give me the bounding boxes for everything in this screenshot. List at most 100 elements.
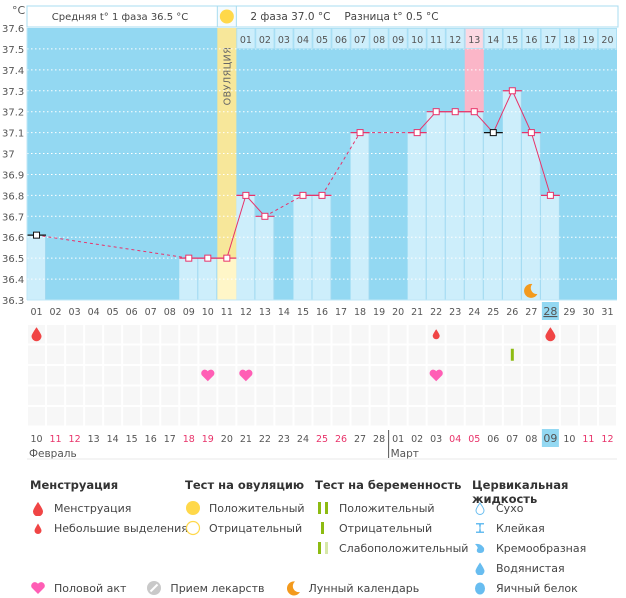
- phase2-day-label: 09: [392, 35, 404, 46]
- phase2-day-cell: [579, 28, 598, 49]
- date-label: 03: [430, 434, 442, 445]
- event-cell: [142, 345, 160, 364]
- date-label: 11: [582, 434, 594, 445]
- event-cell: [85, 345, 103, 364]
- event-cell: [313, 345, 331, 364]
- event-cell: [123, 407, 141, 426]
- y-tick-label: 37.1: [2, 129, 24, 140]
- legend-item: Положительный: [185, 498, 305, 518]
- event-cell: [389, 325, 407, 344]
- egg-white-icon: [472, 580, 488, 596]
- cycle-day-label: 16: [316, 307, 328, 318]
- legend-title: Тест на овуляцию: [185, 478, 305, 492]
- event-cell: [218, 386, 236, 405]
- phase2-day-label: 10: [411, 35, 423, 46]
- legend: Менструация Менструация Небольшие выделе…: [0, 478, 626, 598]
- temperature-point: [318, 191, 326, 199]
- date-label: 12: [601, 434, 613, 445]
- event-cell: [294, 386, 312, 405]
- event-cell: [313, 386, 331, 405]
- event-cell: [237, 345, 255, 364]
- event-cell: [161, 386, 179, 405]
- month-label: Март: [391, 448, 419, 460]
- temperature-line-segment: [511, 90, 532, 133]
- temperature-point: [204, 254, 212, 262]
- ovulation-sun-icon: [219, 9, 234, 24]
- temperature-difference: Разница t° 0.5 °C: [344, 11, 438, 23]
- event-cell: [484, 325, 502, 344]
- event-cell: [332, 345, 350, 364]
- event-cell: [503, 366, 521, 385]
- cycle-day-label: 12: [240, 307, 252, 318]
- cycle-day-label: 24: [468, 307, 480, 318]
- cycle-day-label: 15: [297, 307, 309, 318]
- unit-label: °C: [12, 4, 26, 17]
- phase1-average: Средняя t° 1 фаза 36.5 °C: [52, 12, 189, 23]
- event-cell: [142, 386, 160, 405]
- date-label: 23: [278, 434, 290, 445]
- event-cell: [85, 366, 103, 385]
- date-label: 16: [145, 434, 157, 445]
- event-cell: [123, 386, 141, 405]
- date-label: 19: [202, 434, 214, 445]
- event-cell: [275, 325, 293, 344]
- event-cell: [370, 386, 388, 405]
- y-tick-label: 36.7: [2, 212, 24, 223]
- event-cell: [161, 345, 179, 364]
- y-tick-label: 37.2: [2, 108, 24, 119]
- phase2-day-label: 03: [278, 35, 290, 46]
- legend-title: Менструация: [30, 478, 119, 492]
- temperature-bar: [445, 111, 465, 300]
- cycle-day-label: 08: [164, 307, 176, 318]
- legend-item: Клейкая: [472, 518, 626, 538]
- legend-menstruation: Менструация Менструация Небольшие выделе…: [30, 478, 188, 538]
- bbt-chart: °C Средняя t° 1 фаза 36.5 °C 2 фаза 37.0 °…: [2, 4, 619, 460]
- phase2-day-label: 11: [430, 35, 442, 46]
- event-cell: [541, 366, 559, 385]
- event-cell: [332, 325, 350, 344]
- summary-header: [26, 5, 619, 28]
- legend-item: Прием лекарств: [146, 578, 265, 598]
- heart-icon: [239, 369, 253, 382]
- event-cell: [465, 407, 483, 426]
- event-cell: [237, 386, 255, 405]
- event-cell: [465, 325, 483, 344]
- event-cell: [465, 345, 483, 364]
- event-cell: [332, 386, 350, 405]
- event-cell: [104, 407, 122, 426]
- ovulation-label: ОВУЛЯЦИЯ: [222, 47, 233, 106]
- heart-icon: [201, 369, 215, 382]
- event-cell: [579, 345, 597, 364]
- temperature-point: [223, 254, 231, 262]
- phase2-day-cell: [521, 28, 541, 49]
- event-cell: [85, 386, 103, 405]
- dry-drop-icon: [472, 500, 488, 516]
- date-label: 15: [126, 434, 138, 445]
- phase2-day-label: 18: [563, 35, 575, 46]
- event-cell: [104, 366, 122, 385]
- cycle-day-label: 25: [487, 307, 499, 318]
- event-cell: [389, 345, 407, 364]
- phase2-day-label: 14: [487, 35, 499, 46]
- phase2-day-cell: [502, 28, 522, 49]
- legend-ovulation-test: Тест на овуляцию Положительный Отрицател…: [185, 478, 305, 538]
- temperature-line-segment: [264, 194, 304, 217]
- phase2-day-cell: [445, 28, 465, 49]
- temperature-bar: [179, 258, 198, 300]
- temperature-bar: [312, 195, 332, 300]
- cycle-day-label: 19: [373, 307, 385, 318]
- legend-other: Половой акт Прием лекарств Лунный календ…: [30, 578, 423, 598]
- event-cell: [218, 345, 236, 364]
- event-cell: [427, 386, 445, 405]
- temperature-point: [185, 254, 193, 262]
- cycle-day-label: 06: [126, 307, 138, 318]
- event-cell: [294, 366, 312, 385]
- event-cell: [408, 325, 426, 344]
- event-cell: [123, 366, 141, 385]
- event-cell: [465, 366, 483, 385]
- double-green-bar-icon: [315, 500, 331, 516]
- date-label: 09: [543, 432, 557, 445]
- event-cell: [560, 325, 578, 344]
- phase2-day-label: 16: [525, 35, 537, 46]
- date-label: 14: [107, 434, 119, 445]
